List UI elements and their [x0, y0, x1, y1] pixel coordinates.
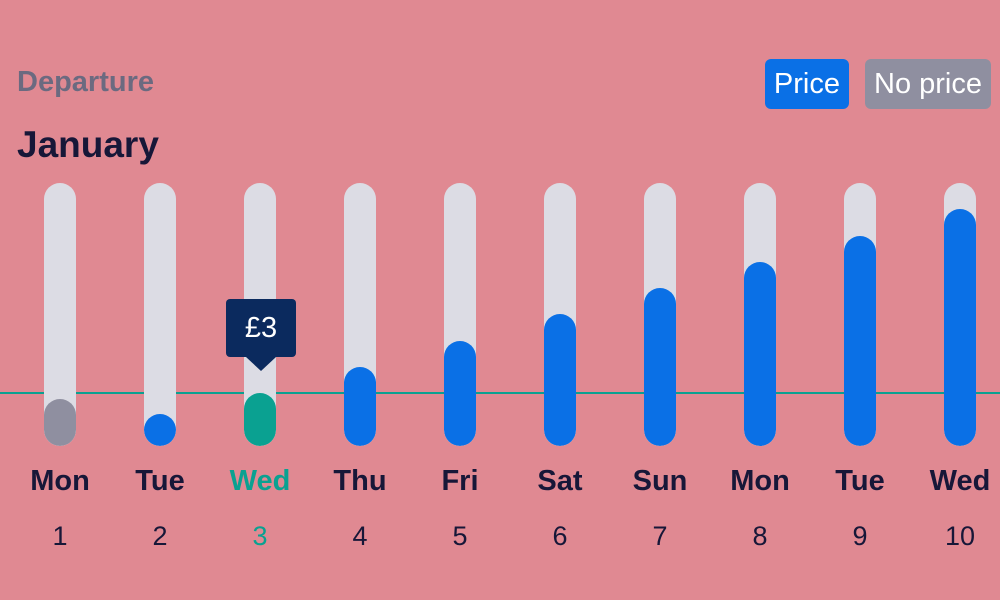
- day-column[interactable]: Mon 1: [10, 183, 110, 563]
- day-column[interactable]: Mon 8: [710, 183, 810, 563]
- day-number: 3: [252, 521, 268, 551]
- weekday-label: Mon: [730, 465, 790, 497]
- day-number: 7: [652, 521, 668, 551]
- day-column[interactable]: Wed 10: [910, 183, 1000, 563]
- weekday-label: Thu: [333, 465, 387, 497]
- weekday-label: Fri: [441, 465, 479, 497]
- price-bar: [244, 393, 276, 446]
- day-column[interactable]: Fri 5: [410, 183, 510, 563]
- price-bar-track: [44, 183, 76, 446]
- day-number: 2: [152, 521, 168, 551]
- weekday-label: Mon: [30, 465, 90, 497]
- weekday-label: Tue: [835, 465, 885, 497]
- price-legend-button[interactable]: Price: [764, 59, 849, 109]
- section-label: Departure: [17, 66, 154, 98]
- weekday-label: Wed: [929, 465, 991, 497]
- day-number: 10: [944, 521, 976, 551]
- month-title: January: [17, 124, 159, 165]
- weekday-label: Wed: [229, 465, 291, 497]
- price-bar: [744, 262, 776, 446]
- day-number: 6: [552, 521, 568, 551]
- day-column[interactable]: £3 Wed 3: [210, 183, 310, 563]
- price-bar: [444, 341, 476, 446]
- price-bar: [144, 414, 176, 446]
- price-bar: [944, 209, 976, 446]
- price-bar-track: [144, 183, 176, 446]
- price-bar: [644, 288, 676, 446]
- day-number: 9: [852, 521, 868, 551]
- day-number: 5: [452, 521, 468, 551]
- day-column[interactable]: Thu 4: [310, 183, 410, 563]
- price-bar-track: [644, 183, 676, 446]
- weekday-label: Sat: [537, 465, 583, 497]
- price-bar-track: [944, 183, 976, 446]
- day-column[interactable]: Tue 9: [810, 183, 910, 563]
- price-bar-track: [744, 183, 776, 446]
- day-number: 4: [352, 521, 368, 551]
- day-number: 1: [52, 521, 68, 551]
- price-bar-track: [344, 183, 376, 446]
- price-bar: [344, 367, 376, 446]
- price-tooltip: £3: [226, 299, 296, 371]
- price-bar: [44, 399, 76, 446]
- price-bar: [544, 314, 576, 446]
- price-reference-line: [0, 392, 1000, 394]
- day-number: 8: [752, 521, 768, 551]
- weekday-label: Tue: [135, 465, 185, 497]
- no-price-legend-button[interactable]: No price: [865, 59, 991, 109]
- day-column[interactable]: Tue 2: [110, 183, 210, 563]
- day-column[interactable]: Sun 7: [610, 183, 710, 563]
- price-bar: [844, 236, 876, 446]
- day-column[interactable]: Sat 6: [510, 183, 610, 563]
- price-bar-track: [444, 183, 476, 446]
- price-legend: Price No price: [764, 59, 991, 109]
- price-bar-track: [544, 183, 576, 446]
- price-bar-track: [844, 183, 876, 446]
- weekday-label: Sun: [632, 465, 688, 497]
